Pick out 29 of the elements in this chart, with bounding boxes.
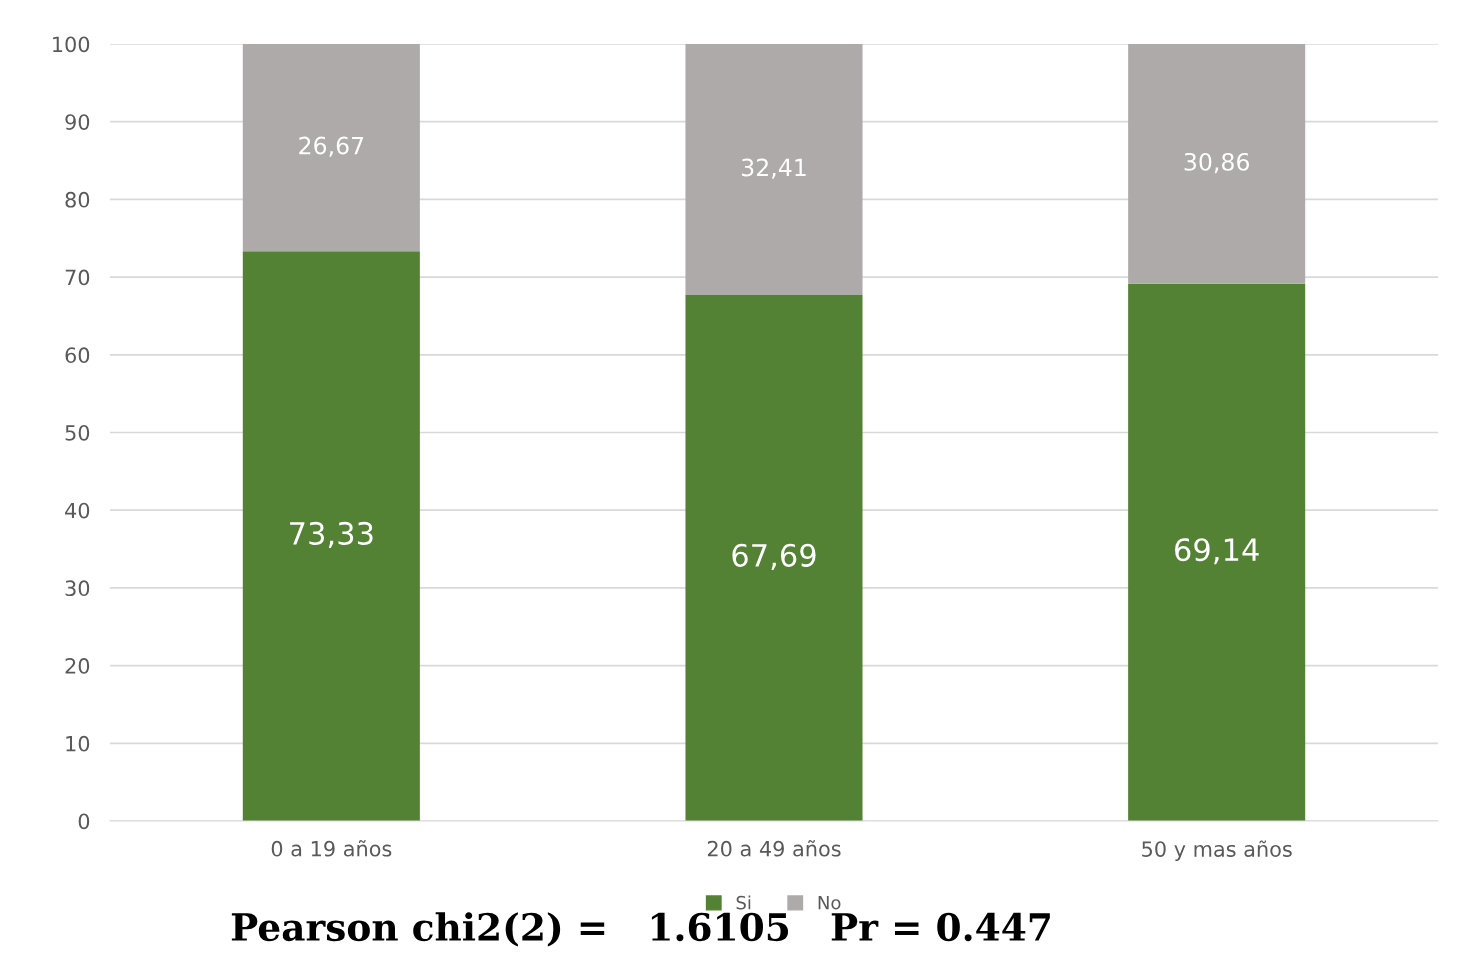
y-tick-label: 0	[78, 813, 90, 830]
text: Pearson chi2(2) = 1.6105 Pr = 0.447	[231, 912, 1050, 947]
y-tick-label: 40	[65, 502, 90, 519]
x-tick-label: 0 a 19 años	[271, 840, 392, 857]
data-label: 73,33	[290, 521, 373, 549]
y-tick-label: 80	[65, 191, 90, 208]
bar	[242, 251, 420, 821]
bar	[1128, 283, 1306, 821]
y-tick-label: 60	[65, 347, 90, 364]
x-tick-label: 50 y mas años	[1142, 840, 1292, 861]
bar	[685, 44, 863, 296]
data-label: 69,14	[1175, 538, 1259, 565]
data-label: 30,86	[1184, 152, 1249, 174]
y-tick-label: 70	[65, 269, 90, 286]
y-tick-label: 30	[65, 580, 90, 597]
data-label: 26,67	[299, 136, 364, 157]
legend-label: No	[818, 896, 841, 910]
bar	[685, 295, 863, 821]
y-tick-label: 90	[65, 114, 90, 130]
y-tick-label: 20	[65, 658, 90, 674]
legend-label: Si	[736, 895, 751, 910]
y-tick-label: 10	[66, 735, 90, 752]
bar	[1128, 44, 1306, 284]
y-tick-label: 50	[65, 424, 90, 441]
bar	[242, 44, 420, 252]
x-tick-label: 20 a 49 años	[707, 840, 841, 857]
data-label: 32,41	[742, 158, 806, 179]
data-label: 67,69	[732, 543, 816, 571]
y-tick-label: 100	[53, 36, 90, 53]
